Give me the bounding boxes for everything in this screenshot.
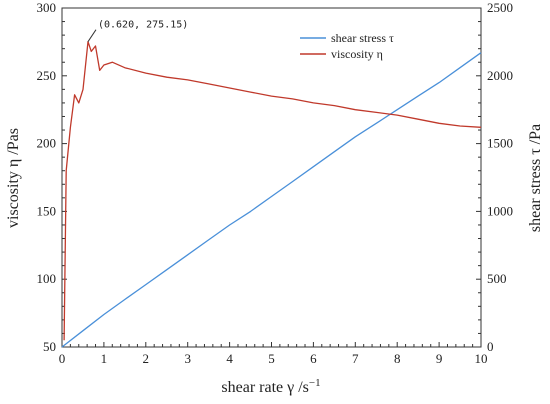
x-tick-label: 6 — [310, 351, 317, 366]
legend-label-shear-stress: shear stress τ — [331, 31, 394, 45]
x-tick-label: 0 — [59, 351, 66, 366]
left-tick-label: 150 — [37, 203, 57, 218]
x-tick-label: 8 — [394, 351, 401, 366]
x-tick-label: 1 — [101, 351, 108, 366]
left-tick-label: 100 — [37, 271, 57, 286]
plot-frame — [61, 7, 482, 348]
series-line-viscosity — [63, 41, 482, 341]
left-tick-label: 200 — [37, 136, 57, 151]
right-axis-ticks: 0 500 1000 1500 2000 2500 — [476, 0, 513, 354]
x-axis-title: shear rate γ /s−1 — [221, 377, 320, 396]
left-axis-ticks: 50 100 150 200 250 300 — [37, 0, 67, 354]
x-axis-ticks: 0 1 2 3 4 5 6 7 8 9 10 — [59, 342, 488, 366]
right-tick-label: 1500 — [487, 136, 513, 151]
x-tick-label: 3 — [184, 351, 191, 366]
x-tick-label: 9 — [436, 351, 443, 366]
right-axis-title: shear stress τ /Pa — [527, 124, 544, 232]
right-tick-label: 0 — [487, 339, 494, 354]
right-tick-label: 1000 — [487, 203, 513, 218]
left-tick-label: 50 — [43, 339, 56, 354]
right-tick-label: 2000 — [487, 68, 513, 83]
left-axis-title: viscosity η /Pas — [5, 128, 22, 228]
right-tick-label: 2500 — [487, 0, 513, 15]
x-tick-label: 7 — [352, 351, 359, 366]
x-tick-label: 5 — [268, 351, 275, 366]
series-layer — [61, 41, 482, 348]
peak-annotation: (0.620, 275.15) — [98, 20, 188, 31]
legend: shear stress τ viscosity η — [300, 31, 394, 61]
left-tick-label: 300 — [37, 0, 57, 15]
left-tick-label: 250 — [37, 68, 57, 83]
series-line-shear-stress — [61, 52, 482, 348]
annotation-leader — [87, 29, 97, 42]
x-tick-label: 2 — [143, 351, 150, 366]
legend-label-viscosity: viscosity η — [331, 47, 383, 61]
x-tick-label: 4 — [226, 351, 233, 366]
x-tick-label: 10 — [475, 351, 488, 366]
right-tick-label: 500 — [487, 271, 507, 286]
